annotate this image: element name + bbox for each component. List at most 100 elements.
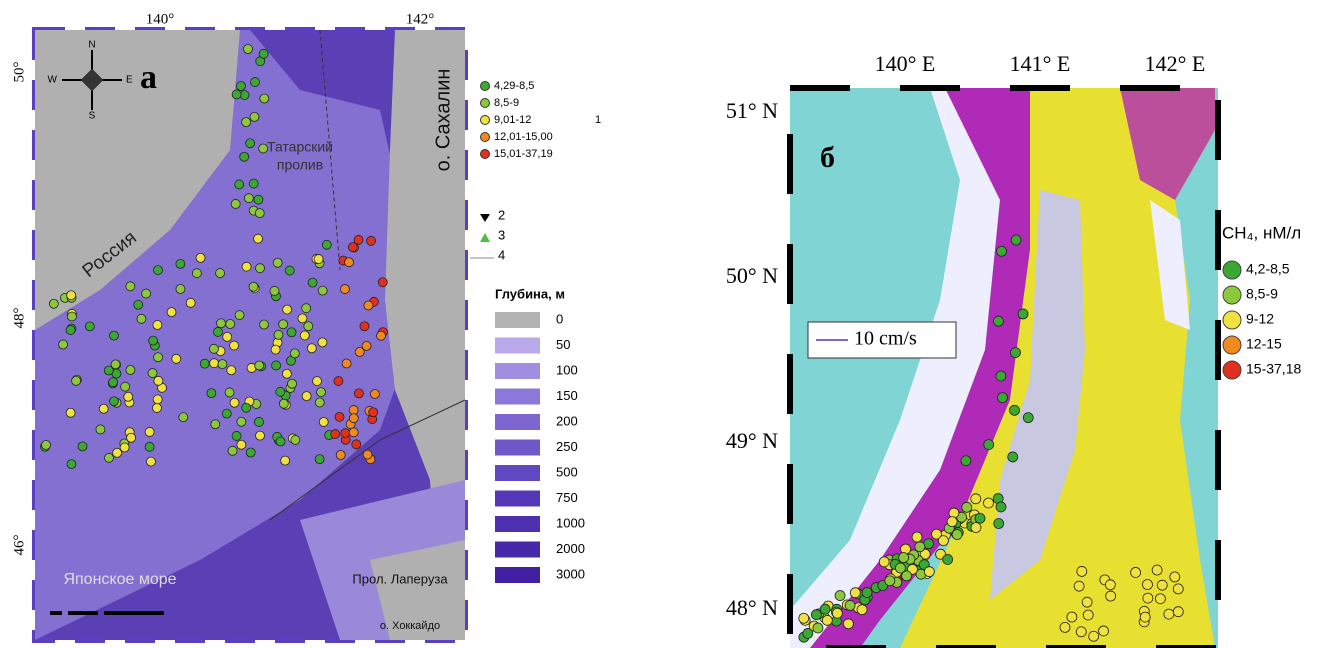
station <box>363 450 372 459</box>
station <box>272 361 281 370</box>
station <box>196 253 205 262</box>
legend-label: 100 <box>556 362 578 377</box>
lat-tick: 50° N <box>726 263 778 288</box>
station <box>938 536 948 546</box>
station <box>243 44 252 53</box>
station <box>230 341 239 350</box>
station <box>983 498 993 508</box>
station <box>811 610 821 620</box>
station <box>255 209 264 218</box>
station <box>231 199 240 208</box>
station <box>271 345 280 354</box>
station <box>223 332 232 341</box>
station <box>249 179 258 188</box>
station <box>274 330 283 339</box>
place-name: Татарский <box>267 139 333 155</box>
station <box>1099 626 1109 636</box>
station <box>213 327 222 336</box>
station <box>167 308 176 317</box>
legend-swatch <box>495 440 540 456</box>
station <box>832 608 842 618</box>
legend-label: 750 <box>556 490 578 505</box>
station <box>1106 591 1116 601</box>
legend-swatch <box>495 363 540 379</box>
station <box>370 390 379 399</box>
station <box>1143 593 1153 603</box>
station <box>1076 627 1086 637</box>
station <box>318 286 327 295</box>
station <box>336 451 345 460</box>
station <box>186 298 195 307</box>
station <box>85 322 94 331</box>
compass-s: S <box>89 111 96 122</box>
station <box>924 567 934 577</box>
station <box>121 382 130 391</box>
legend-swatch <box>481 99 490 108</box>
legend-label: 8,5-9 <box>494 97 519 109</box>
station <box>367 236 376 245</box>
station <box>1089 631 1099 641</box>
station <box>67 291 76 300</box>
station <box>281 456 290 465</box>
station <box>259 320 268 329</box>
station <box>369 408 378 417</box>
station <box>255 361 264 370</box>
station <box>72 376 81 385</box>
lon-tick: 142° E <box>1145 51 1206 76</box>
station <box>137 314 146 323</box>
station <box>192 269 201 278</box>
station <box>822 615 832 625</box>
station <box>1083 610 1093 620</box>
station <box>111 360 120 369</box>
station <box>378 278 387 287</box>
station <box>259 49 268 58</box>
station <box>211 420 220 429</box>
legend-swatch <box>495 414 540 430</box>
legend: CH₄, нМ/л 4,2-8,58,5-99-1212-1515-37,18 <box>1222 223 1301 379</box>
legend-label: 4,29-8,5 <box>494 80 534 92</box>
station <box>997 393 1007 403</box>
station <box>96 425 105 434</box>
station <box>227 366 236 375</box>
station <box>315 398 324 407</box>
station <box>354 389 363 398</box>
station <box>200 359 209 368</box>
legend-note: 1 <box>595 114 601 126</box>
station <box>315 455 324 464</box>
station <box>142 289 151 298</box>
legend-swatch <box>1223 261 1241 279</box>
station <box>820 604 830 614</box>
station <box>298 314 307 323</box>
station <box>355 348 364 357</box>
station <box>1142 579 1152 589</box>
station <box>235 311 244 320</box>
station <box>242 403 251 412</box>
station <box>1009 405 1019 415</box>
station <box>1018 309 1028 319</box>
legend-swatch <box>495 338 540 354</box>
station <box>1131 567 1141 577</box>
legend-swatch <box>495 491 540 507</box>
legend-title: CH₄, нМ/л <box>1222 223 1301 242</box>
station <box>246 139 255 148</box>
lat-tick: 48° N <box>726 595 778 620</box>
station <box>1074 581 1084 591</box>
station <box>994 519 1004 529</box>
station <box>313 377 322 386</box>
station <box>943 554 953 564</box>
lon-tick: 140° <box>146 11 175 27</box>
station <box>1082 597 1092 607</box>
station <box>276 387 285 396</box>
station <box>317 388 326 397</box>
station <box>1105 580 1115 590</box>
legend-label: 2000 <box>556 541 585 556</box>
legend-label: 200 <box>556 413 578 428</box>
legend-label: 1000 <box>556 515 585 530</box>
station <box>349 414 358 423</box>
legend-swatch <box>495 542 540 558</box>
legend-label: 12,01-15,00 <box>494 131 553 143</box>
legend-label: 9-12 <box>1246 311 1274 327</box>
station <box>109 378 118 387</box>
station <box>342 359 351 368</box>
station <box>1011 235 1021 245</box>
